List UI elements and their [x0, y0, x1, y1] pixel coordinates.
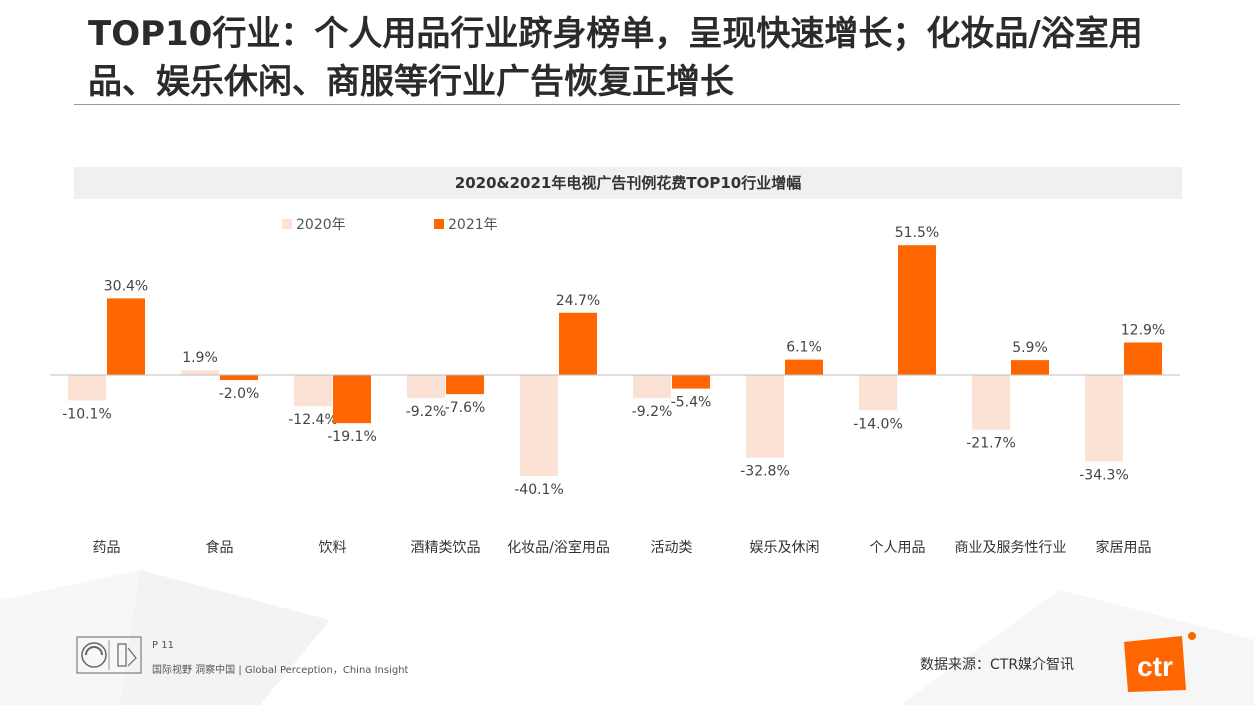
bar-2021 — [559, 312, 597, 375]
legend-label: 2021年 — [448, 217, 498, 233]
data-label: -14.0% — [853, 416, 903, 432]
ctr-logo-icon: ctr — [1124, 632, 1196, 692]
bar-2020 — [746, 375, 784, 458]
category-label: 家居用品 — [1096, 539, 1152, 556]
legend-swatch — [282, 219, 292, 229]
data-label: -7.6% — [445, 400, 486, 416]
data-label: 51.5% — [895, 225, 939, 241]
category-label: 个人用品 — [870, 540, 926, 556]
data-label: -34.3% — [1079, 467, 1129, 483]
data-label: -12.4% — [288, 412, 338, 428]
data-label: -10.1% — [62, 406, 112, 422]
data-label: -9.2% — [632, 404, 673, 420]
title-divider — [74, 104, 1180, 105]
page-number: P 11 — [152, 640, 174, 651]
data-label: -32.8% — [740, 464, 790, 480]
data-label: 6.1% — [786, 340, 822, 356]
bar-2020 — [633, 375, 671, 399]
bar-2021 — [1011, 360, 1049, 375]
legend-swatch — [434, 219, 444, 229]
ctr-logo-text: ctr — [1137, 651, 1173, 682]
data-label: 30.4% — [104, 278, 148, 294]
page-title: TOP10行业：个人用品行业跻身榜单，呈现快速增长；化妆品/浴室用品、娱乐休闲、… — [88, 14, 1143, 102]
data-source: 数据来源：CTR媒介智讯 — [920, 657, 1075, 673]
category-label: 药品 — [93, 540, 121, 556]
data-label: -21.7% — [966, 436, 1016, 452]
bar-2020 — [294, 375, 332, 407]
category-label: 食品 — [206, 539, 234, 556]
category-label: 化妆品/浴室用品 — [507, 539, 610, 556]
bar-2020 — [68, 375, 106, 401]
bar-2021 — [107, 298, 145, 375]
bar-2020 — [859, 375, 897, 411]
bar-2021 — [898, 245, 936, 375]
data-label: -5.4% — [671, 395, 712, 411]
chart-title: 2020&2021年电视广告刊例花费TOP10行业增幅 — [74, 167, 1182, 199]
background-decoration — [0, 570, 1254, 705]
bar-2020 — [972, 375, 1010, 430]
bar-2021 — [446, 375, 484, 395]
bar-2020 — [520, 375, 558, 477]
data-label: -40.1% — [514, 482, 564, 498]
bar-2021 — [333, 375, 371, 424]
data-label: 5.9% — [1012, 340, 1048, 356]
bar-2020 — [1085, 375, 1123, 462]
category-label: 饮料 — [319, 540, 347, 556]
certification-logo-icon — [76, 636, 142, 674]
data-label: 1.9% — [182, 350, 218, 366]
bar-2021 — [672, 375, 710, 389]
category-label: 活动类 — [651, 540, 693, 556]
data-label: -2.0% — [219, 386, 260, 402]
bar-2021 — [785, 359, 823, 375]
data-label: -19.1% — [327, 429, 377, 445]
bar-2021 — [220, 375, 258, 381]
bar-chart: 2020年 2021年 -10.1% 30.4% 药品 1.9% -2.0% 食品 -12.4%… — [50, 217, 1180, 556]
category-label: 酒精类饮品 — [411, 540, 481, 556]
category-label: 娱乐及休闲 — [750, 540, 820, 556]
bar-2021 — [1124, 342, 1162, 375]
data-label: 12.9% — [1121, 322, 1165, 338]
legend-label: 2020年 — [296, 217, 346, 233]
data-label: -9.2% — [406, 404, 447, 420]
category-label: 商业及服务性行业 — [955, 540, 1067, 556]
footer-slogan: 国际视野 洞察中国 | Global Perception，China Insi… — [152, 665, 409, 676]
bar-2020 — [407, 375, 445, 399]
bar-2020 — [181, 370, 219, 375]
data-label: 24.7% — [556, 293, 600, 309]
